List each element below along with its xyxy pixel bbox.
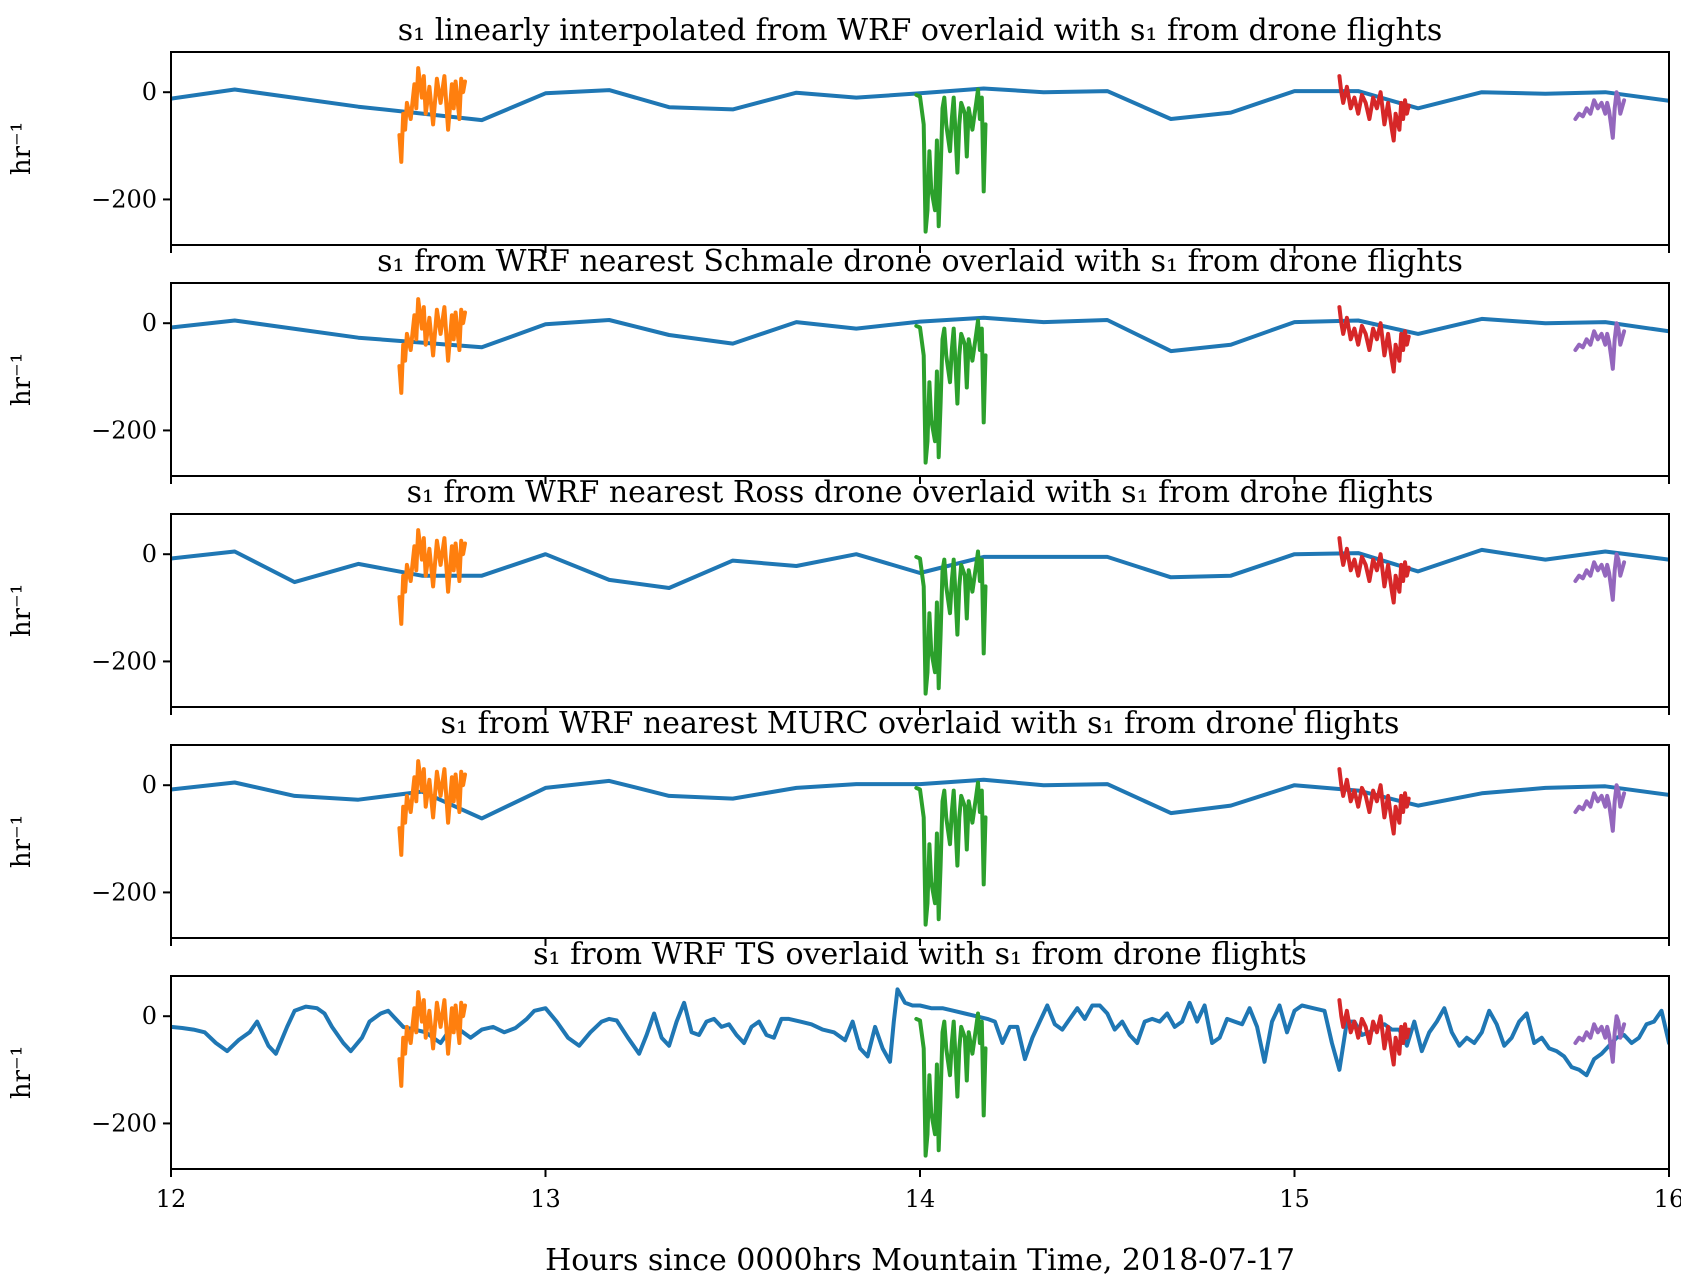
x-tick-label: 15	[1279, 1185, 1310, 1213]
x-axis-label: Hours since 0000hrs Mountain Time, 2018-…	[545, 1243, 1295, 1278]
series-group	[171, 759, 1669, 927]
panel-title: s₁ from WRF nearest Ross drone overlaid …	[407, 475, 1434, 510]
series-line-2	[914, 87, 988, 234]
series-group	[171, 987, 1669, 1158]
panel-title: s₁ from WRF nearest Schmale drone overla…	[377, 244, 1463, 279]
panel-4: s₁ from WRF nearest MURC overlaid with s…	[7, 706, 1670, 946]
axes-frame	[170, 282, 1670, 477]
series-line-0	[171, 315, 1669, 354]
panel-title: s₁ from WRF nearest MURC overlaid with s…	[441, 706, 1400, 741]
series-line-2	[914, 318, 988, 465]
series-line-4	[1573, 321, 1627, 371]
series-line-1	[397, 990, 467, 1088]
series-line-3	[1337, 74, 1411, 143]
y-tick-label: 0	[142, 78, 157, 106]
axes-frame	[170, 513, 1670, 708]
y-axis-label: hr⁻¹	[7, 815, 37, 868]
y-tick-label: −200	[91, 1109, 157, 1137]
panel-5: s₁ from WRF TS overlaid with s₁ from dro…	[7, 937, 1681, 1213]
y-tick-label: −200	[91, 416, 157, 444]
y-tick-label: 0	[142, 1002, 157, 1030]
panel-title: s₁ linearly interpolated from WRF overla…	[398, 13, 1443, 48]
series-line-4	[1573, 552, 1627, 602]
y-axis-label: hr⁻¹	[7, 584, 37, 637]
series-line-1	[397, 528, 467, 626]
series-line-0	[171, 86, 1669, 123]
panel-2: s₁ from WRF nearest Schmale drone overla…	[7, 244, 1670, 484]
series-group	[171, 297, 1669, 465]
series-group	[171, 66, 1669, 234]
panel-1: s₁ linearly interpolated from WRF overla…	[7, 13, 1670, 253]
series-line-3	[1337, 536, 1411, 605]
series-line-3	[1337, 305, 1411, 374]
series-line-3	[1337, 767, 1411, 836]
series-line-1	[397, 297, 467, 395]
panel-3: s₁ from WRF nearest Ross drone overlaid …	[7, 475, 1670, 715]
series-line-2	[914, 549, 988, 696]
y-tick-label: 0	[142, 771, 157, 799]
series-line-4	[1573, 783, 1627, 833]
series-line-1	[397, 759, 467, 857]
axes-frame	[170, 51, 1670, 246]
x-tick-label: 13	[530, 1185, 561, 1213]
y-tick-label: 0	[142, 540, 157, 568]
series-line-2	[914, 1011, 988, 1158]
x-tick-label: 12	[156, 1185, 187, 1213]
x-tick-label: 14	[905, 1185, 936, 1213]
y-axis-label: hr⁻¹	[7, 353, 37, 406]
series-line-4	[1573, 1014, 1627, 1064]
x-tick-label: 16	[1654, 1185, 1681, 1213]
y-axis-label: hr⁻¹	[7, 1046, 37, 1099]
panel-title: s₁ from WRF TS overlaid with s₁ from dro…	[533, 937, 1307, 972]
series-line-2	[914, 780, 988, 927]
series-group	[171, 528, 1669, 696]
y-axis-label: hr⁻¹	[7, 122, 37, 175]
series-line-3	[1337, 998, 1411, 1067]
y-tick-label: −200	[91, 878, 157, 906]
y-tick-label: −200	[91, 647, 157, 675]
axes-frame	[170, 744, 1670, 939]
series-line-4	[1573, 90, 1627, 140]
y-tick-label: 0	[142, 309, 157, 337]
series-line-1	[397, 66, 467, 164]
y-tick-label: −200	[91, 185, 157, 213]
